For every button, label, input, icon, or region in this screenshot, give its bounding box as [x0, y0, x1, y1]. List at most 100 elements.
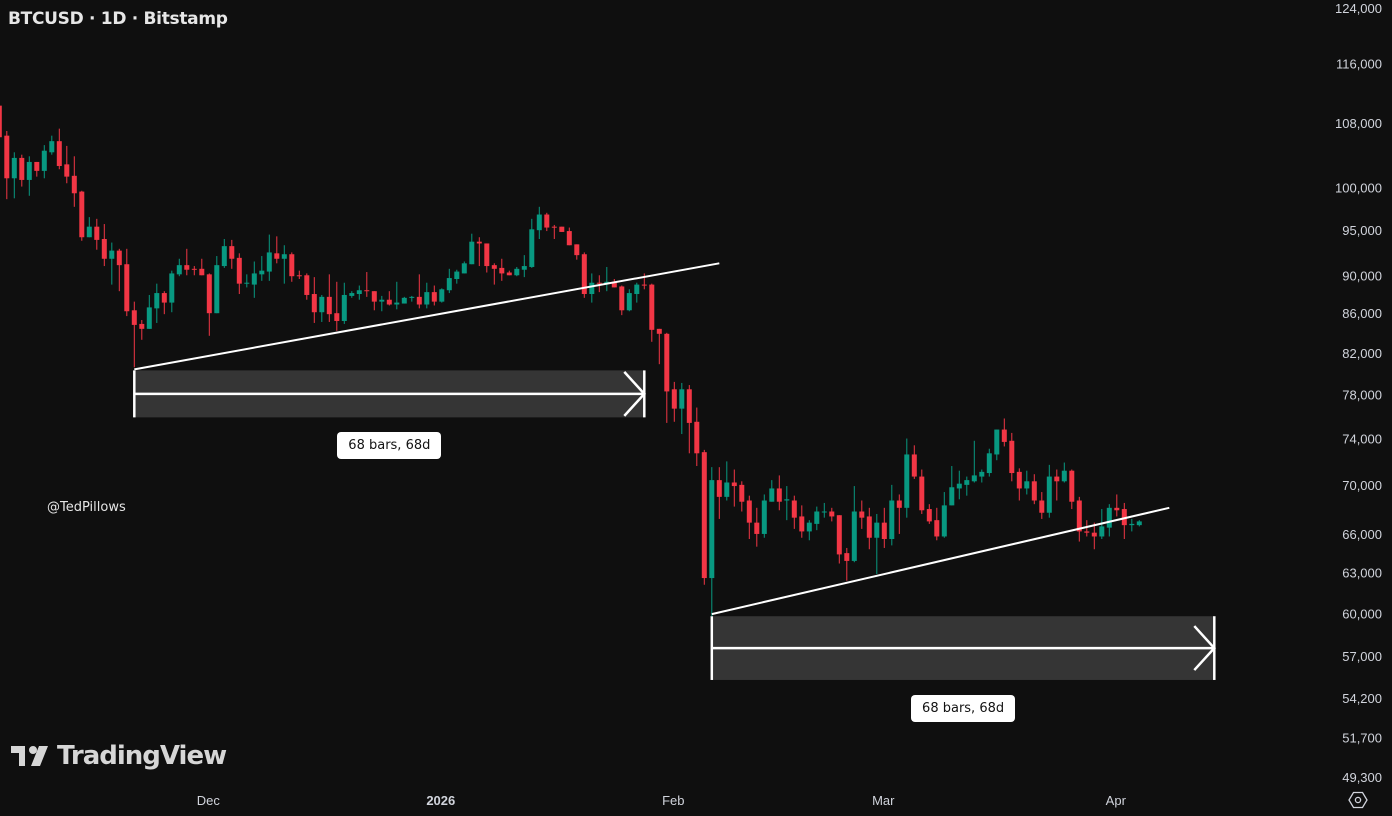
trendline[interactable]: [711, 506, 1170, 616]
trendline[interactable]: [134, 262, 720, 371]
candle: [491, 263, 497, 285]
candle-body: [866, 516, 872, 538]
candle-body: [799, 516, 805, 532]
candle-body: [844, 553, 850, 561]
candle: [836, 515, 842, 564]
candle: [1016, 468, 1022, 501]
candle: [334, 281, 340, 331]
candle: [394, 281, 400, 310]
candle-body: [191, 268, 197, 270]
candle: [4, 130, 10, 200]
candle: [566, 227, 572, 246]
candle-body: [161, 293, 167, 303]
candle-body: [394, 302, 400, 305]
date-range-measures[interactable]: [133, 370, 1216, 680]
candle-body: [1054, 476, 1060, 482]
candle-body: [649, 284, 655, 330]
candle-body: [694, 421, 700, 454]
candle: [379, 295, 385, 312]
candle: [1091, 522, 1097, 550]
candle: [416, 274, 422, 309]
candle: [401, 296, 407, 304]
candle: [311, 277, 317, 323]
candle: [266, 234, 272, 281]
price-tick-label: 54,200: [1342, 691, 1382, 706]
candle: [971, 440, 977, 483]
price-tick-label: 124,000: [1335, 1, 1382, 16]
candle: [979, 469, 985, 483]
candle: [776, 475, 782, 511]
candle-body: [1099, 526, 1105, 537]
candle: [116, 248, 122, 292]
time-axis[interactable]: Dec 2026 Feb Mar Apr: [197, 793, 1127, 808]
price-tick-label: 49,300: [1342, 770, 1382, 785]
candle-body: [731, 482, 737, 487]
candle-body: [131, 310, 137, 325]
trendlines[interactable]: [134, 262, 1170, 616]
candle-body: [169, 273, 175, 303]
candle: [469, 233, 475, 265]
candle-body: [911, 454, 917, 477]
candle-body: [589, 282, 595, 295]
price-tick-label: 116,000: [1336, 57, 1382, 72]
candle: [1084, 520, 1090, 537]
candle: [1024, 470, 1030, 495]
candle-body: [56, 141, 62, 166]
settings-hexagon-icon[interactable]: [1348, 790, 1368, 810]
candle-body: [124, 264, 130, 312]
candle-body: [326, 296, 332, 315]
candle: [956, 470, 962, 500]
candle-body: [536, 214, 542, 231]
candle-body: [679, 389, 685, 409]
candle: [49, 135, 55, 155]
candle: [656, 328, 662, 365]
price-tick-label: 108,000: [1335, 116, 1382, 131]
candle-body: [484, 243, 490, 267]
candle-body: [469, 241, 475, 265]
candle-body: [236, 257, 242, 284]
arrow-head-icon: [1193, 625, 1216, 671]
candle: [521, 255, 527, 278]
arrow-head-icon: [623, 371, 646, 417]
candle-body: [334, 313, 340, 321]
candle-body: [716, 480, 722, 497]
candle-body: [4, 135, 10, 179]
candles: [0, 105, 1142, 617]
price-tick-label: 60,000: [1342, 606, 1382, 621]
candle-body: [821, 511, 827, 513]
candle-body: [934, 520, 940, 537]
tradingview-logo[interactable]: TradingView: [11, 741, 227, 771]
candle-body: [1024, 481, 1030, 489]
candle: [619, 285, 625, 316]
candle: [409, 295, 415, 302]
candle: [911, 445, 917, 479]
candle-body: [1039, 500, 1045, 513]
candle-body: [701, 452, 707, 579]
candle: [506, 270, 512, 276]
candle: [739, 481, 745, 512]
candle-body: [874, 522, 880, 538]
candle: [1046, 464, 1052, 518]
candle-body: [754, 522, 760, 534]
candle: [694, 407, 700, 467]
candle-body: [836, 515, 842, 555]
price-tick-label: 86,000: [1342, 306, 1382, 321]
candle-body: [544, 214, 550, 228]
candle-body: [739, 484, 745, 502]
candle: [454, 269, 460, 284]
candle: [769, 480, 775, 502]
candle-body: [19, 157, 25, 180]
candle: [146, 294, 152, 329]
candle: [484, 243, 490, 273]
candle: [341, 282, 347, 324]
candle: [791, 495, 797, 529]
symbol-title[interactable]: BTCUSD · 1D · Bitstamp: [8, 9, 228, 29]
candle: [124, 248, 130, 317]
price-axis[interactable]: 124,000 116,000 108,000 100,000 95,000 90,000…: [1335, 1, 1382, 785]
candle: [529, 218, 535, 268]
candle: [701, 449, 707, 585]
candle-body: [244, 282, 250, 284]
candle: [829, 507, 835, 522]
candle: [574, 244, 580, 260]
